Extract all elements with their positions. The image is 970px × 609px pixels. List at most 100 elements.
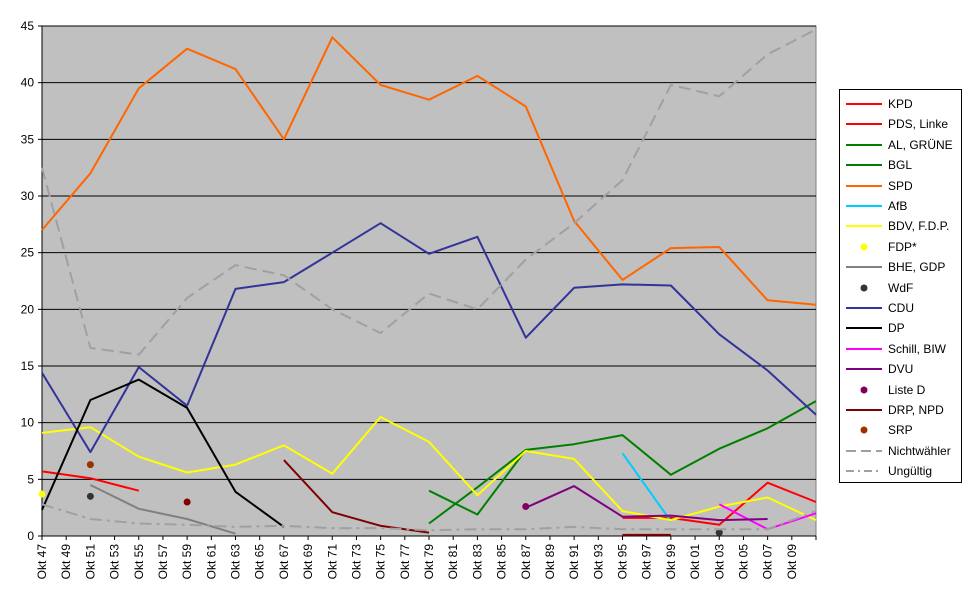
legend-label: DP xyxy=(888,321,905,336)
series-line-dvu xyxy=(525,485,768,522)
legend-swatch xyxy=(860,426,868,434)
x-tick-label: Okt 09 xyxy=(785,544,799,580)
legend-label: Schill, BIW xyxy=(888,341,947,356)
legend-item: AfB xyxy=(840,196,961,216)
series-line-bgl xyxy=(428,449,527,525)
legend-label: CDU xyxy=(888,301,914,315)
x-tick-label: Okt 83 xyxy=(470,544,484,580)
y-tick-label: 10 xyxy=(21,416,35,430)
legend-item: WdF xyxy=(840,278,961,298)
legend-label: AfB xyxy=(888,199,908,213)
legend-item: SPD xyxy=(840,176,961,196)
series-line-dp xyxy=(41,378,285,528)
x-tick-label: Okt 95 xyxy=(616,544,630,580)
x-tick-label: Okt 77 xyxy=(398,544,412,580)
series-line-cdu xyxy=(41,222,817,454)
series-line-al-grüne xyxy=(428,400,817,516)
legend-label: PDS, Linke xyxy=(888,117,949,132)
y-tick-label: 35 xyxy=(21,132,35,146)
legend-label: Liste D xyxy=(888,382,926,397)
x-tick-label: Okt 79 xyxy=(422,544,436,580)
legend-item: PDS, Linke xyxy=(840,114,961,134)
legend-item: AL, GRÜNE xyxy=(840,135,961,155)
x-tick-label: Okt 65 xyxy=(253,544,267,580)
legend-item: Liste D xyxy=(840,380,961,400)
x-tick-label: Okt 91 xyxy=(567,544,581,580)
legend-swatch xyxy=(846,225,882,228)
x-tick-label: Okt 89 xyxy=(543,544,557,580)
legend-swatch xyxy=(846,143,882,146)
legend-swatch xyxy=(846,368,882,371)
legend-item: DVU xyxy=(840,359,961,379)
legend-item: BHE, GDP xyxy=(840,257,961,277)
legend-item: Ungültig xyxy=(840,461,961,481)
series-line-nichtwähler xyxy=(41,28,817,356)
legend-swatch xyxy=(846,327,882,330)
x-tick-label: Okt 81 xyxy=(446,544,460,580)
y-tick-label: 20 xyxy=(21,302,35,316)
marker-drp-npd xyxy=(183,498,191,506)
legend-swatch xyxy=(846,164,882,167)
legend-label: SRP xyxy=(888,423,913,438)
marker-wdf xyxy=(715,529,723,537)
legend-item: BDV, F.D.P. xyxy=(840,216,961,236)
marker-liste-d xyxy=(522,503,530,511)
x-tick-label: Okt 01 xyxy=(688,544,702,580)
x-tick-label: Okt 67 xyxy=(277,544,291,580)
x-tick-label: Okt 97 xyxy=(640,544,654,580)
legend-swatch xyxy=(846,449,882,452)
legend-label: WdF xyxy=(888,280,914,295)
legend-marker xyxy=(860,426,868,434)
y-tick-label: 25 xyxy=(21,246,35,260)
legend-item: CDU xyxy=(840,298,961,318)
legend-swatch xyxy=(860,243,868,251)
x-tick-label: Okt 87 xyxy=(519,544,533,580)
legend-swatch xyxy=(846,266,882,269)
x-tick-label: Okt 53 xyxy=(108,544,122,580)
marker-fdp xyxy=(38,490,46,498)
marker-wdf xyxy=(86,492,94,500)
x-tick-label: Okt 61 xyxy=(204,544,218,580)
legend-item: BGL xyxy=(840,155,961,175)
legend-label: Ungültig xyxy=(888,464,933,479)
legend-item: Schill, BIW xyxy=(840,339,961,359)
legend-swatch xyxy=(846,103,882,105)
x-tick-label: Okt 55 xyxy=(132,544,146,580)
legend-swatch xyxy=(846,307,882,309)
x-tick-label: Okt 93 xyxy=(591,544,605,580)
legend-label: DRP, NPD xyxy=(888,403,944,417)
legend-label: FDP* xyxy=(888,239,917,254)
x-tick-label: Okt 75 xyxy=(374,544,388,580)
legend-label: KPD xyxy=(888,97,913,111)
y-tick-label: 15 xyxy=(21,359,35,373)
x-tick-label: Okt 47 xyxy=(35,544,49,580)
x-tick-label: Okt 51 xyxy=(83,544,97,580)
legend-item: DP xyxy=(840,318,961,338)
legend-item: DRP, NPD xyxy=(840,400,961,420)
legend-swatch xyxy=(846,409,882,411)
x-tick-label: Okt 85 xyxy=(495,544,509,580)
x-tick-label: Okt 69 xyxy=(301,544,315,580)
legend-item: Nichtwähler xyxy=(840,441,961,461)
legend-label: DVU xyxy=(888,362,914,377)
x-tick-label: Okt 99 xyxy=(664,544,678,580)
y-tick-label: 30 xyxy=(21,189,35,203)
legend-swatch xyxy=(846,347,882,350)
series-line-spd xyxy=(41,36,817,306)
marker-srp xyxy=(86,461,94,469)
plot-area xyxy=(41,25,817,537)
series-line-ungültig xyxy=(41,503,817,532)
legend-marker xyxy=(860,386,868,394)
legend-label: Nichtwähler xyxy=(888,443,951,458)
legend-label: AL, GRÜNE xyxy=(888,137,953,152)
x-tick-label: Okt 63 xyxy=(229,544,243,580)
x-tick-label: Okt 49 xyxy=(59,544,73,580)
legend-item: FDP* xyxy=(840,237,961,257)
legend-swatch xyxy=(860,284,868,292)
series-line-bhe-gdp xyxy=(89,484,236,535)
x-tick-label: Okt 59 xyxy=(180,544,194,580)
legend-swatch xyxy=(846,184,882,187)
y-tick-label: 5 xyxy=(27,472,34,486)
